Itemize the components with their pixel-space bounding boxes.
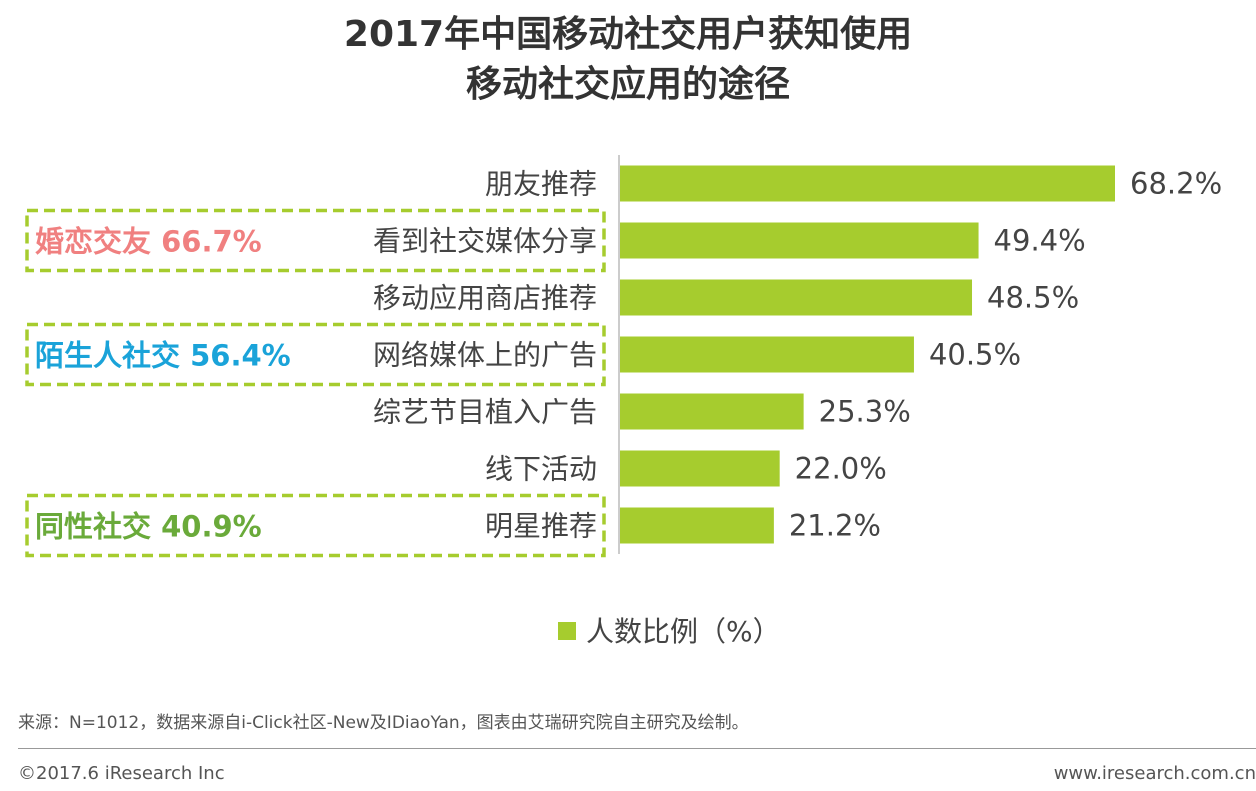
annotation-box-2 bbox=[25, 493, 606, 558]
chart-title: 2017年中国移动社交用户获知使用 移动社交应用的途径 bbox=[0, 10, 1256, 110]
category-label-4: 综艺节目植入广告 bbox=[373, 396, 597, 429]
category-label-2: 移动应用商店推荐 bbox=[373, 282, 597, 315]
source-note: 来源：N=1012，数据来源自i-Click社区-New及IDiaoYan，图表… bbox=[18, 713, 749, 733]
annotation-box-1 bbox=[25, 322, 606, 387]
data-label-0: 68.2% bbox=[1130, 167, 1222, 201]
data-label-3: 40.5% bbox=[929, 338, 1021, 372]
title-line-2: 移动社交应用的途径 bbox=[465, 64, 790, 105]
annotation-text-2: 同性社交 40.9% bbox=[35, 510, 262, 544]
bar-6 bbox=[620, 507, 774, 544]
bar-4 bbox=[620, 393, 804, 430]
legend-label: 人数比例（%） bbox=[586, 615, 781, 648]
website-url[interactable]: www.iresearch.com.cn bbox=[1053, 763, 1256, 784]
bar-chart: 68.2% 朋友推荐 49.4% 看到社交媒体分享 48.5% 移动应用商店推荐 40.5%… bbox=[25, 155, 1222, 648]
annotation-box-0 bbox=[25, 208, 606, 273]
data-label-2: 48.5% bbox=[987, 281, 1079, 315]
data-label-1: 49.4% bbox=[994, 224, 1086, 258]
footer-divider bbox=[18, 748, 1256, 749]
category-label-3: 网络媒体上的广告 bbox=[373, 339, 597, 372]
bar-3 bbox=[620, 336, 914, 373]
annotation-text-1: 陌生人社交 56.4% bbox=[35, 339, 291, 373]
data-label-5: 22.0% bbox=[795, 452, 887, 486]
bar-5 bbox=[620, 450, 780, 487]
category-label-1: 看到社交媒体分享 bbox=[373, 225, 597, 258]
title-line-1: 2017年中国移动社交用户获知使用 bbox=[343, 14, 913, 55]
data-label-4: 25.3% bbox=[819, 395, 911, 429]
bar-1 bbox=[620, 222, 979, 259]
legend-swatch bbox=[558, 622, 576, 640]
data-label-6: 21.2% bbox=[789, 509, 881, 543]
category-label-5: 线下活动 bbox=[485, 453, 597, 486]
bar-2 bbox=[620, 279, 973, 316]
category-label-6: 明星推荐 bbox=[485, 510, 597, 543]
category-label-0: 朋友推荐 bbox=[485, 168, 597, 201]
copyright-text: ©2017.6 iResearch Inc bbox=[18, 763, 225, 784]
bar-0 bbox=[620, 165, 1115, 202]
annotation-text-0: 婚恋交友 66.7% bbox=[35, 225, 262, 259]
